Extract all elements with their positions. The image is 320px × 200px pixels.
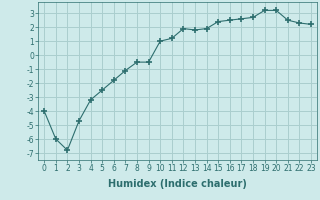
X-axis label: Humidex (Indice chaleur): Humidex (Indice chaleur) xyxy=(108,179,247,189)
